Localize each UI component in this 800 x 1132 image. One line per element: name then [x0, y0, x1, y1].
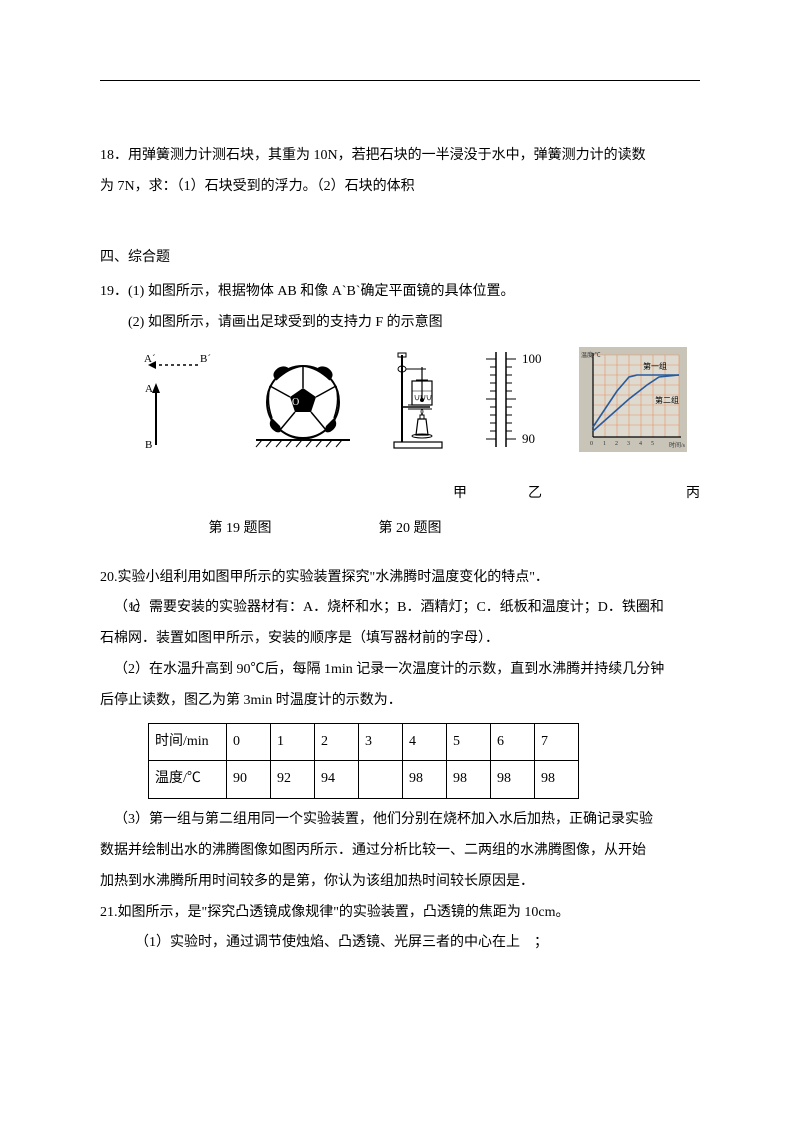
chart-diagram: 第一组 第二组 温度/℃ 时间/s 0 1 2 3 4 5 — [578, 347, 688, 452]
table-cell: 90 — [227, 761, 271, 799]
svg-text:时间/s: 时间/s — [669, 441, 686, 449]
q20-line2a: ℃（1）需要安装的实验器材有：A．烧杯和水；B．酒精灯；C．纸板和温度计；D．铁… — [100, 593, 700, 624]
table-header-time: 时间/min — [149, 723, 227, 761]
caption-bing: 丙 — [580, 479, 700, 510]
table-cell: 92 — [271, 761, 315, 799]
q18-line2: 为 7N，求：（1）石块受到的浮力。（2）石块的体积 — [100, 172, 700, 203]
thermometer-diagram: 100 90 — [478, 347, 553, 452]
fig19-label: 第 19 题图 — [190, 514, 290, 545]
section-4-title: 四、综合题 — [100, 243, 700, 274]
q20-line1: 20.实验小组利用如图甲所示的实验装置探究"水沸腾时温度变化的特点"． — [100, 563, 700, 594]
fig20-label: 第 20 题图 — [360, 514, 460, 545]
svg-text:温度/℃: 温度/℃ — [581, 351, 601, 359]
q20-line3b: 后停止读数，图乙为第 3min 时温度计的示数为． — [100, 686, 700, 717]
q18-line1: 18．用弹簧测力计测石块，其重为 10N，若把石块的一半浸没于水中，弹簧测力计的… — [100, 141, 700, 172]
q20-line3a: （2）在水温升高到 90℃后，每隔 1min 记录一次温度计的示数，直到水沸腾并… — [100, 655, 700, 686]
label-a: A — [145, 383, 153, 395]
therm-90: 90 — [522, 431, 535, 446]
table-header-temp: 温度/℃ — [149, 761, 227, 799]
table-cell: 5 — [447, 723, 491, 761]
q20-line4b: 数据并绘制出水的沸腾图像如图丙所示．通过分析比较一、二两组的水沸腾图像，从开始 — [100, 836, 700, 867]
caption-row-abc: 甲 乙 丙 — [100, 479, 700, 510]
fig-label-row: 第 19 题图 第 20 题图 — [100, 514, 700, 545]
table-cell: 4 — [403, 723, 447, 761]
table-cell: 0 — [227, 723, 271, 761]
table-cell: 3 — [359, 723, 403, 761]
mirror-diagram: A´ B´ A B — [113, 350, 223, 450]
q19-line1: 19．(1) 如图所示，根据物体 AB 和像 A`B`确定平面镜的具体位置。 — [100, 277, 700, 308]
table-cell: 94 — [315, 761, 359, 799]
q21-line1: 21.如图所示，是"探究凸透镜成像规律"的实验装置，凸透镜的焦距为 10cm。 — [100, 898, 700, 929]
table-row: 时间/min 0 1 2 3 4 5 6 7 — [149, 723, 579, 761]
therm-100: 100 — [522, 351, 542, 366]
q20-line4c: 加热到水沸腾所用时间较多的是第，你认为该组加热时间较长原因是． — [100, 867, 700, 898]
caption-jia: 甲 — [430, 479, 490, 510]
table-row: 温度/℃ 90 92 94 98 98 98 98 — [149, 761, 579, 799]
data-table: 时间/min 0 1 2 3 4 5 6 7 温度/℃ 90 92 94 98 … — [148, 723, 579, 800]
table-cell: 98 — [491, 761, 535, 799]
celsius-float: ℃ — [114, 597, 140, 621]
svg-text:5: 5 — [651, 441, 654, 447]
soccer-diagram: O — [248, 350, 358, 450]
table-cell: 98 — [535, 761, 579, 799]
label-b: B — [145, 439, 152, 450]
q19-line2: (2) 如图所示，请画出足球受到的支持力 F 的示意图 — [100, 308, 700, 339]
svg-text:O: O — [292, 397, 299, 408]
label-a-prime: A´ — [144, 353, 156, 365]
table-cell: 1 — [271, 723, 315, 761]
q20-line2b: 石棉网．装置如图甲所示，安装的顺序是（填写器材前的字母）． — [100, 624, 700, 655]
svg-text:2: 2 — [615, 441, 618, 447]
svg-text:1: 1 — [603, 441, 606, 447]
q20-line4a: （3）第一组与第二组用同一个实验装置，他们分别在烧杯加入水后加热，正确记录实验 — [100, 805, 700, 836]
svg-text:0: 0 — [590, 441, 593, 447]
q21-line2: （1）实验时，通过调节使烛焰、凸透镜、光屏三者的中心在上 ； — [100, 928, 700, 959]
table-cell: 98 — [447, 761, 491, 799]
caption-yi: 乙 — [490, 479, 580, 510]
table-cell: 6 — [491, 723, 535, 761]
label-b-prime: B´ — [200, 353, 211, 365]
table-cell: 7 — [535, 723, 579, 761]
chart-label-1: 第一组 — [643, 361, 667, 371]
apparatus-diagram — [383, 347, 453, 452]
top-rule — [100, 80, 700, 81]
table-cell: 98 — [403, 761, 447, 799]
figures-row: A´ B´ A B O — [100, 345, 700, 455]
table-cell — [359, 761, 403, 799]
svg-text:4: 4 — [639, 441, 642, 447]
table-cell: 2 — [315, 723, 359, 761]
svg-text:3: 3 — [627, 441, 630, 447]
chart-label-2: 第二组 — [655, 395, 679, 405]
